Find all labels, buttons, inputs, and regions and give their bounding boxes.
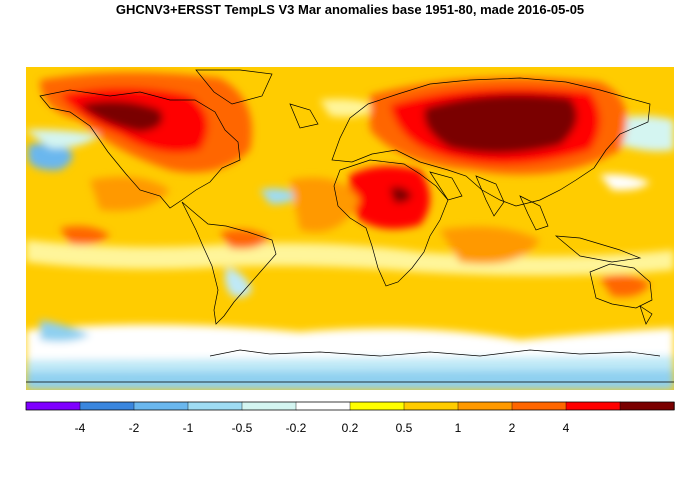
legend-tick-label: -2 [129, 421, 140, 435]
legend-bin [619, 401, 675, 411]
legend-bin [187, 401, 243, 411]
legend-bin [349, 401, 405, 411]
legend-tick-label: 1 [455, 421, 462, 435]
legend-bin [565, 401, 621, 411]
anomaly-field [26, 67, 674, 390]
legend-bin [133, 401, 189, 411]
legend-tick-label: -0.2 [286, 421, 307, 435]
legend-tick-label: -4 [75, 421, 86, 435]
coastlines [26, 69, 674, 383]
legend-tick-label: 2 [509, 421, 516, 435]
legend-tick-label: 0.5 [396, 421, 413, 435]
legend-tick-label: 0.2 [342, 421, 359, 435]
legend-bin [25, 401, 81, 411]
legend-bin [511, 401, 567, 411]
legend-bin [79, 401, 135, 411]
legend-bin [295, 401, 351, 411]
legend: -4 -2 -1 -0.5 -0.2 0.2 0.5 1 2 4 [25, 401, 675, 435]
map-title: GHCNV3+ERSST TempLS V3 Mar anomalies bas… [115, 2, 585, 17]
legend-tick-label: -1 [183, 421, 194, 435]
legend-bin [241, 401, 297, 411]
legend-tick-label: -0.5 [232, 421, 253, 435]
legend-tick-label: 4 [563, 421, 570, 435]
legend-bin [403, 401, 459, 411]
legend-bin [457, 401, 513, 411]
